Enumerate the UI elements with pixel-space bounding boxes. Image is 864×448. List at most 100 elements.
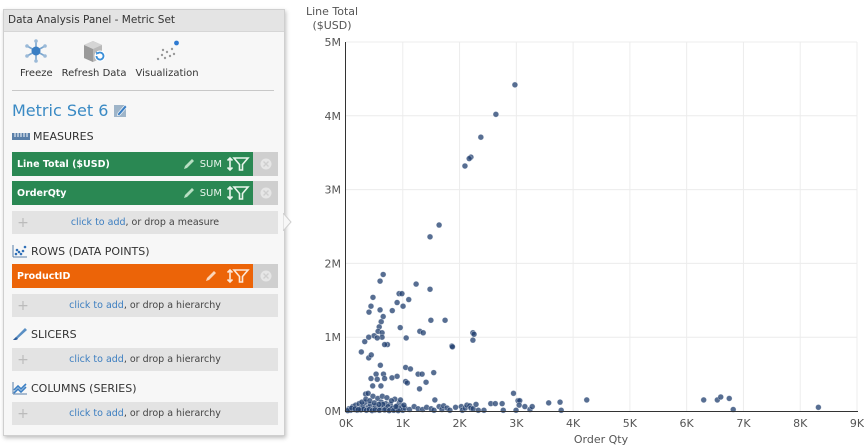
click-to-add-link[interactable]: click to add [69, 354, 124, 365]
data-point[interactable] [400, 401, 408, 409]
data-point[interactable] [374, 376, 381, 383]
data-point[interactable] [389, 307, 396, 314]
data-point[interactable] [730, 406, 737, 413]
data-point[interactable] [480, 407, 488, 414]
data-point[interactable] [583, 396, 590, 404]
data-point[interactable] [511, 81, 519, 89]
data-point[interactable] [406, 406, 413, 413]
sort-filter-icon[interactable] [226, 156, 250, 172]
data-point[interactable] [374, 334, 381, 342]
data-point[interactable] [397, 396, 404, 404]
scatter-chart[interactable]: Line Total ($USD) 0M 1M 2M 3M 4M 5M 0K 1K 2K 3K 4… [290, 0, 864, 448]
data-point[interactable] [393, 299, 401, 306]
data-point[interactable] [435, 221, 443, 229]
pencil-icon[interactable] [204, 269, 218, 283]
data-point[interactable] [416, 385, 423, 393]
measures-dropzone[interactable]: + click to add, or drop a measure [12, 211, 278, 234]
data-point[interactable] [377, 362, 384, 369]
data-point[interactable] [383, 394, 391, 401]
data-point[interactable] [430, 369, 437, 376]
data-point[interactable] [367, 303, 375, 310]
remove-row-button[interactable] [253, 264, 278, 288]
data-points[interactable] [344, 81, 822, 414]
data-point[interactable] [404, 379, 411, 387]
data-point[interactable] [475, 407, 482, 414]
data-point[interactable] [515, 401, 523, 409]
data-point[interactable] [379, 271, 387, 278]
sort-filter-icon[interactable] [226, 268, 250, 284]
data-point[interactable] [498, 400, 506, 407]
data-point[interactable] [376, 277, 384, 285]
measure-line-total[interactable]: Line Total ($USD) SUM [12, 152, 278, 176]
data-point[interactable] [556, 398, 564, 406]
data-point[interactable] [512, 407, 520, 414]
data-point[interactable] [381, 375, 388, 382]
data-point[interactable] [369, 382, 376, 390]
data-point[interactable] [381, 341, 388, 348]
data-point[interactable] [466, 155, 473, 162]
refresh-data-button[interactable]: Refresh Data [62, 38, 126, 84]
data-point[interactable] [469, 336, 477, 344]
data-point[interactable] [449, 343, 456, 350]
data-point[interactable] [405, 296, 412, 303]
data-point[interactable] [422, 379, 430, 386]
data-point[interactable] [365, 308, 373, 316]
data-point[interactable] [461, 162, 469, 170]
data-point[interactable] [375, 401, 383, 408]
columns-dropzone[interactable]: + click to add, or drop a hierarchy [12, 402, 278, 425]
data-point[interactable] [441, 317, 449, 324]
data-point[interactable] [427, 317, 435, 324]
data-point[interactable] [420, 329, 427, 336]
data-point[interactable] [470, 331, 478, 338]
data-point[interactable] [365, 334, 372, 341]
slicers-dropzone[interactable]: + click to add, or drop a hierarchy [12, 348, 278, 371]
data-point[interactable] [376, 306, 384, 314]
data-point[interactable] [418, 370, 426, 378]
data-point[interactable] [407, 365, 414, 373]
data-point[interactable] [700, 396, 707, 404]
data-point[interactable] [529, 403, 536, 410]
data-point[interactable] [500, 407, 507, 414]
data-point[interactable] [368, 351, 375, 359]
data-point[interactable] [477, 134, 485, 141]
data-point[interactable] [358, 348, 365, 356]
data-point[interactable] [545, 399, 552, 407]
data-point[interactable] [472, 401, 480, 408]
data-point[interactable] [492, 400, 499, 407]
data-point[interactable] [392, 403, 400, 410]
data-point[interactable] [398, 290, 406, 297]
data-point[interactable] [430, 407, 438, 414]
data-point[interactable] [402, 334, 410, 342]
pencil-icon[interactable] [182, 186, 196, 200]
click-to-add-link[interactable]: click to add [70, 217, 126, 228]
data-point[interactable] [431, 396, 439, 404]
data-point[interactable] [510, 390, 517, 397]
data-point[interactable] [399, 303, 407, 310]
data-point[interactable] [815, 404, 822, 411]
rows-dropzone[interactable]: + click to add, or drop a hierarchy [12, 294, 278, 317]
data-point[interactable] [388, 397, 395, 404]
data-point[interactable] [492, 111, 500, 118]
data-point[interactable] [717, 393, 724, 401]
data-point[interactable] [726, 395, 733, 402]
data-point[interactable] [426, 286, 434, 293]
remove-measure-button[interactable] [253, 181, 278, 205]
freeze-button[interactable]: Freeze [20, 38, 53, 84]
data-point[interactable] [397, 324, 404, 331]
data-point[interactable] [452, 404, 459, 411]
aggregation-label[interactable]: SUM [199, 158, 222, 170]
measure-orderqty[interactable]: OrderQty SUM [12, 181, 278, 205]
sort-filter-icon[interactable] [226, 185, 250, 201]
data-point[interactable] [426, 233, 434, 241]
data-point[interactable] [372, 370, 380, 378]
remove-measure-button[interactable] [253, 152, 278, 176]
data-point[interactable] [355, 406, 362, 413]
visualization-button[interactable]: Visualization [135, 38, 199, 84]
click-to-add-link[interactable]: click to add [69, 300, 124, 311]
data-point[interactable] [412, 280, 420, 288]
data-point[interactable] [369, 294, 377, 301]
data-point[interactable] [377, 382, 385, 390]
data-point[interactable] [364, 390, 372, 397]
data-point[interactable] [557, 407, 565, 414]
pencil-icon[interactable] [182, 157, 196, 171]
